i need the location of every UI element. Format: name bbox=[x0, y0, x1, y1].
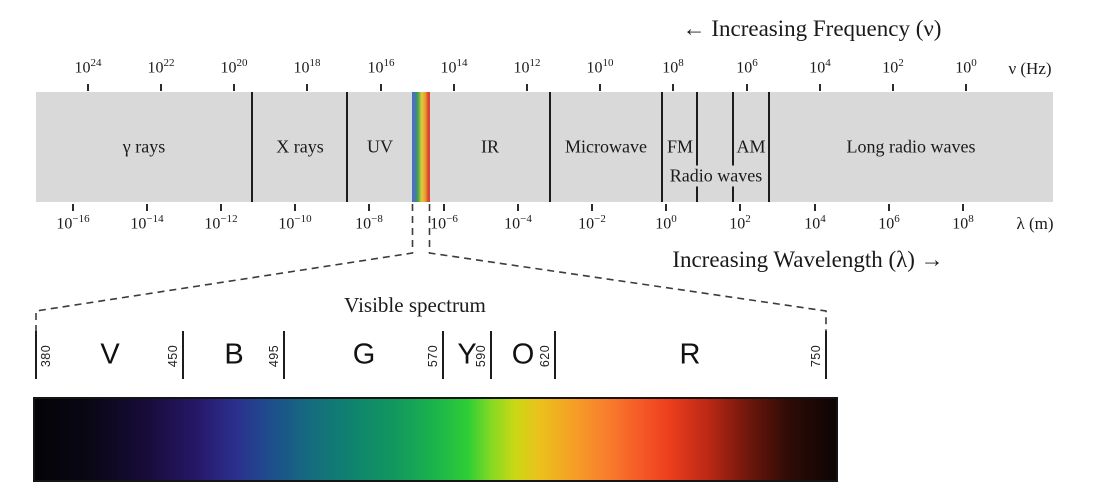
visible-tick-mark bbox=[35, 331, 37, 379]
frequency-tick-label: 102 bbox=[882, 57, 904, 77]
visible-tick-mark bbox=[825, 331, 827, 379]
visible-band-letter: Y bbox=[457, 338, 477, 371]
wavelength-tick-label: 10−6 bbox=[430, 213, 458, 233]
band-divider bbox=[661, 92, 663, 202]
frequency-tick-mark bbox=[87, 84, 89, 91]
band-region-label: FM bbox=[666, 136, 694, 157]
frequency-tick-mark bbox=[160, 84, 162, 91]
spectrum-band: γ rays X rays UV IR Microwave FM AM Long radio … bbox=[36, 92, 1053, 202]
visible-band-letter: V bbox=[100, 338, 120, 371]
wavelength-tick-mark bbox=[591, 204, 593, 211]
wavelength-tick-label: 10−2 bbox=[578, 213, 606, 233]
visible-wavelength-label: 750 bbox=[809, 344, 823, 368]
wavelength-tick-mark bbox=[814, 204, 816, 211]
visible-wavelength-label: 495 bbox=[267, 344, 281, 368]
wavelength-tick-label: 10−4 bbox=[504, 213, 532, 233]
visible-spectrum-title: Visible spectrum bbox=[344, 293, 486, 317]
wavelength-tick-label: 10−12 bbox=[204, 213, 238, 233]
frequency-unit-label: ν (Hz) bbox=[1008, 59, 1052, 78]
wavelength-tick-mark bbox=[739, 204, 741, 211]
visible-band-letter: R bbox=[679, 338, 701, 371]
band-region-label: γ rays bbox=[122, 136, 166, 157]
band-region-label: X rays bbox=[276, 136, 324, 157]
wavelength-tick-label: 10−10 bbox=[278, 213, 312, 233]
wavelength-tick-label: 104 bbox=[804, 213, 826, 233]
frequency-tick-mark bbox=[746, 84, 748, 91]
frequency-tick-label: 1022 bbox=[147, 57, 175, 77]
wavelength-tick-label: 102 bbox=[729, 213, 751, 233]
frequency-tick-mark bbox=[819, 84, 821, 91]
wavelength-tick-label: 100 bbox=[655, 213, 677, 233]
frequency-tick-mark bbox=[526, 84, 528, 91]
frequency-tick-label: 106 bbox=[736, 57, 758, 77]
frequency-tick-mark bbox=[380, 84, 382, 91]
band-divider bbox=[768, 92, 770, 202]
frequency-direction-label: ← Increasing Frequency (ν) bbox=[682, 16, 942, 41]
band-divider bbox=[346, 92, 348, 202]
frequency-tick-label: 104 bbox=[809, 57, 831, 77]
band-subregion-label: Radio waves bbox=[666, 165, 766, 187]
visible-tick-mark bbox=[182, 331, 184, 379]
visible-band-letter: O bbox=[511, 338, 535, 371]
frequency-tick-label: 1014 bbox=[440, 57, 468, 77]
visible-wavelength-label: 620 bbox=[538, 344, 552, 368]
wavelength-tick-mark bbox=[72, 204, 74, 211]
visible-band-letter: B bbox=[224, 338, 244, 371]
frequency-tick-label: 1020 bbox=[220, 57, 248, 77]
wavelength-unit-label: λ (m) bbox=[1016, 214, 1054, 233]
band-region-label: AM bbox=[736, 136, 766, 157]
visible-tick-mark bbox=[554, 331, 556, 379]
frequency-tick-label: 1016 bbox=[367, 57, 395, 77]
wavelength-tick-mark bbox=[294, 204, 296, 211]
visible-tick-mark bbox=[283, 331, 285, 379]
visible-spectrum-gradient-bar bbox=[33, 397, 838, 482]
wavelength-tick-mark bbox=[220, 204, 222, 211]
visible-tick-mark bbox=[490, 331, 492, 379]
wavelength-direction-label: Increasing Wavelength (λ) → bbox=[672, 247, 944, 272]
frequency-tick-mark bbox=[892, 84, 894, 91]
frequency-tick-label: 100 bbox=[955, 57, 977, 77]
band-region-label: IR bbox=[481, 136, 499, 157]
frequency-tick-label: 108 bbox=[662, 57, 684, 77]
visible-wavelength-label: 570 bbox=[426, 344, 440, 368]
band-region-label: UV bbox=[367, 136, 393, 157]
band-divider bbox=[696, 92, 698, 202]
wavelength-tick-label: 108 bbox=[952, 213, 974, 233]
wavelength-tick-label: 10−14 bbox=[130, 213, 164, 233]
visible-band-letter: G bbox=[352, 338, 376, 371]
wavelength-tick-mark bbox=[368, 204, 370, 211]
band-divider bbox=[549, 92, 551, 202]
frequency-tick-label: 1012 bbox=[513, 57, 541, 77]
frequency-tick-mark bbox=[672, 84, 674, 91]
wavelength-tick-label: 10−8 bbox=[355, 213, 383, 233]
wavelength-tick-mark bbox=[888, 204, 890, 211]
wavelength-tick-mark bbox=[443, 204, 445, 211]
band-divider bbox=[732, 92, 734, 202]
frequency-tick-label: 1024 bbox=[74, 57, 102, 77]
rainbow-visible-strip bbox=[412, 92, 430, 202]
frequency-tick-mark bbox=[306, 84, 308, 91]
frequency-tick-label: 1018 bbox=[293, 57, 321, 77]
wavelength-tick-mark bbox=[517, 204, 519, 211]
wavelength-tick-label: 10−16 bbox=[56, 213, 90, 233]
visible-wavelength-label: 450 bbox=[166, 344, 180, 368]
wavelength-tick-mark bbox=[665, 204, 667, 211]
wavelength-tick-mark bbox=[146, 204, 148, 211]
band-region-label: Long radio waves bbox=[846, 136, 976, 157]
frequency-tick-mark bbox=[965, 84, 967, 91]
frequency-tick-label: 1010 bbox=[586, 57, 614, 77]
frequency-tick-mark bbox=[453, 84, 455, 91]
visible-wavelength-label: 380 bbox=[39, 344, 53, 368]
wavelength-tick-mark bbox=[962, 204, 964, 211]
visible-tick-mark bbox=[442, 331, 444, 379]
frequency-tick-mark bbox=[599, 84, 601, 91]
band-region-label: Microwave bbox=[565, 136, 647, 157]
band-divider bbox=[251, 92, 253, 202]
frequency-tick-mark bbox=[233, 84, 235, 91]
wavelength-tick-label: 106 bbox=[878, 213, 900, 233]
